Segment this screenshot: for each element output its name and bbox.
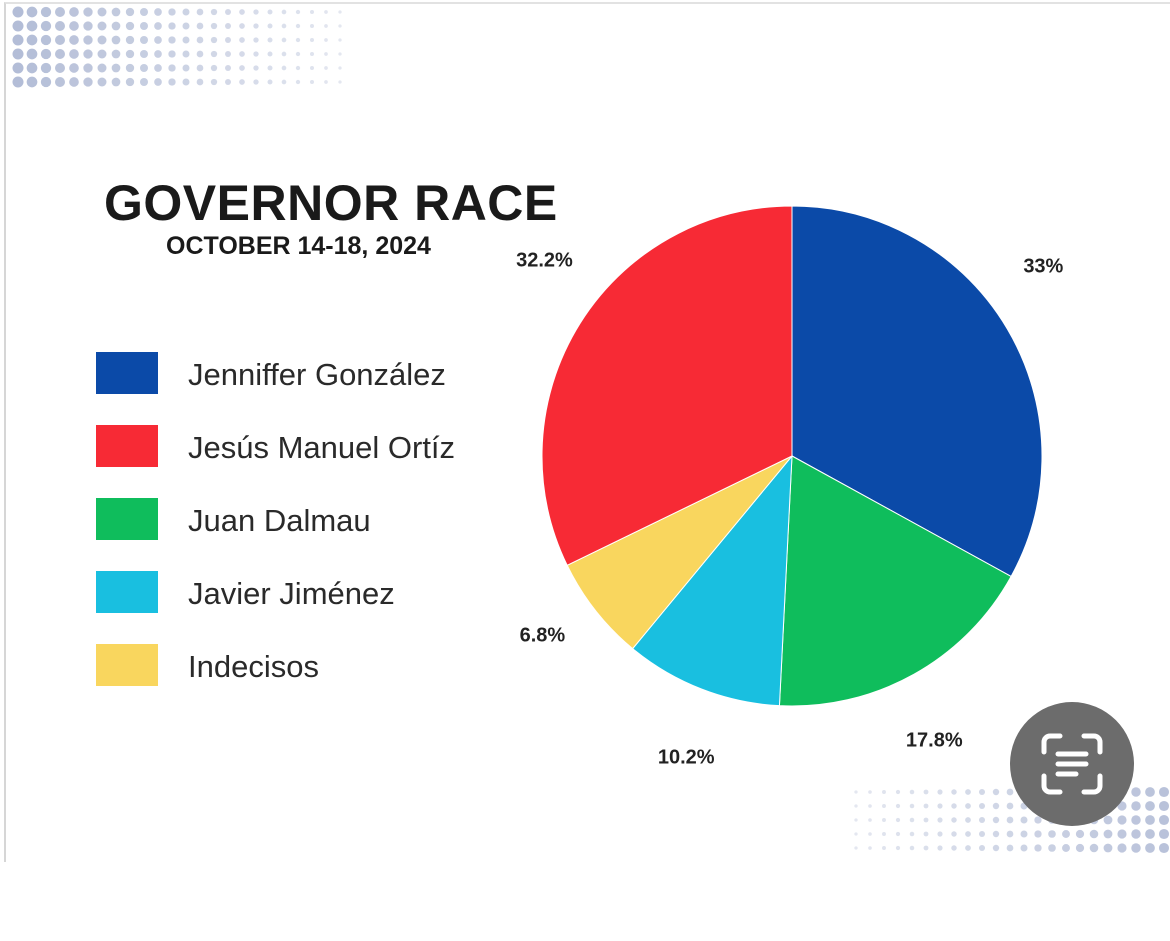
text-scan-button[interactable] (1010, 702, 1134, 826)
legend-swatch (96, 644, 158, 686)
legend-swatch (96, 571, 158, 613)
pie-slice-jesus-manuel-ortiz (541, 205, 793, 566)
pie-slice-indecisos (566, 455, 793, 650)
text-scan-icon (1041, 733, 1103, 795)
chart-title: GOVERNOR RACE (104, 175, 558, 231)
pie-slice-jenniffer-gonzalez (791, 205, 1043, 578)
legend-label: Juan Dalmau (188, 503, 371, 538)
legend-label: Indecisos (188, 649, 319, 684)
pie-slice-javier-jimenez (631, 454, 793, 707)
legend-swatch (96, 352, 158, 394)
dot-pattern-top-left (12, 6, 342, 88)
chart-subtitle: OCTOBER 14-18, 2024 (166, 232, 431, 260)
pie-slice-juan-dalmau (778, 455, 1012, 707)
dot-pattern-bottom-right (854, 786, 1170, 854)
legend-item-javier-jimenez: Javier Jiménez (96, 571, 516, 613)
legend-item-jesus-manuel-ortiz: Jesús Manuel Ortíz (96, 425, 516, 467)
pie-data-label: 33% (1023, 256, 1063, 278)
legend-item-juan-dalmau: Juan Dalmau (96, 498, 516, 540)
pie-data-label: 17.8% (906, 729, 963, 751)
legend-swatch (96, 498, 158, 540)
pie-chart: 33% 17.8% 10.2% 6.8% 32.2% (516, 205, 1064, 768)
legend-item-indecisos: Indecisos (96, 644, 516, 686)
chart-card: GOVERNOR RACE OCTOBER 14-18, 2024 Jennif… (4, 2, 1170, 862)
legend-swatch (96, 425, 158, 467)
legend-item-jenniffer-gonzalez: Jenniffer González (96, 352, 516, 394)
legend-label: Jenniffer González (188, 357, 446, 392)
legend-label: Jesús Manuel Ortíz (188, 430, 456, 465)
pie-data-label: 6.8% (520, 625, 566, 647)
pie-data-label: 10.2% (658, 746, 715, 768)
legend-label: Javier Jiménez (188, 576, 395, 611)
pie-data-label: 32.2% (516, 249, 573, 271)
